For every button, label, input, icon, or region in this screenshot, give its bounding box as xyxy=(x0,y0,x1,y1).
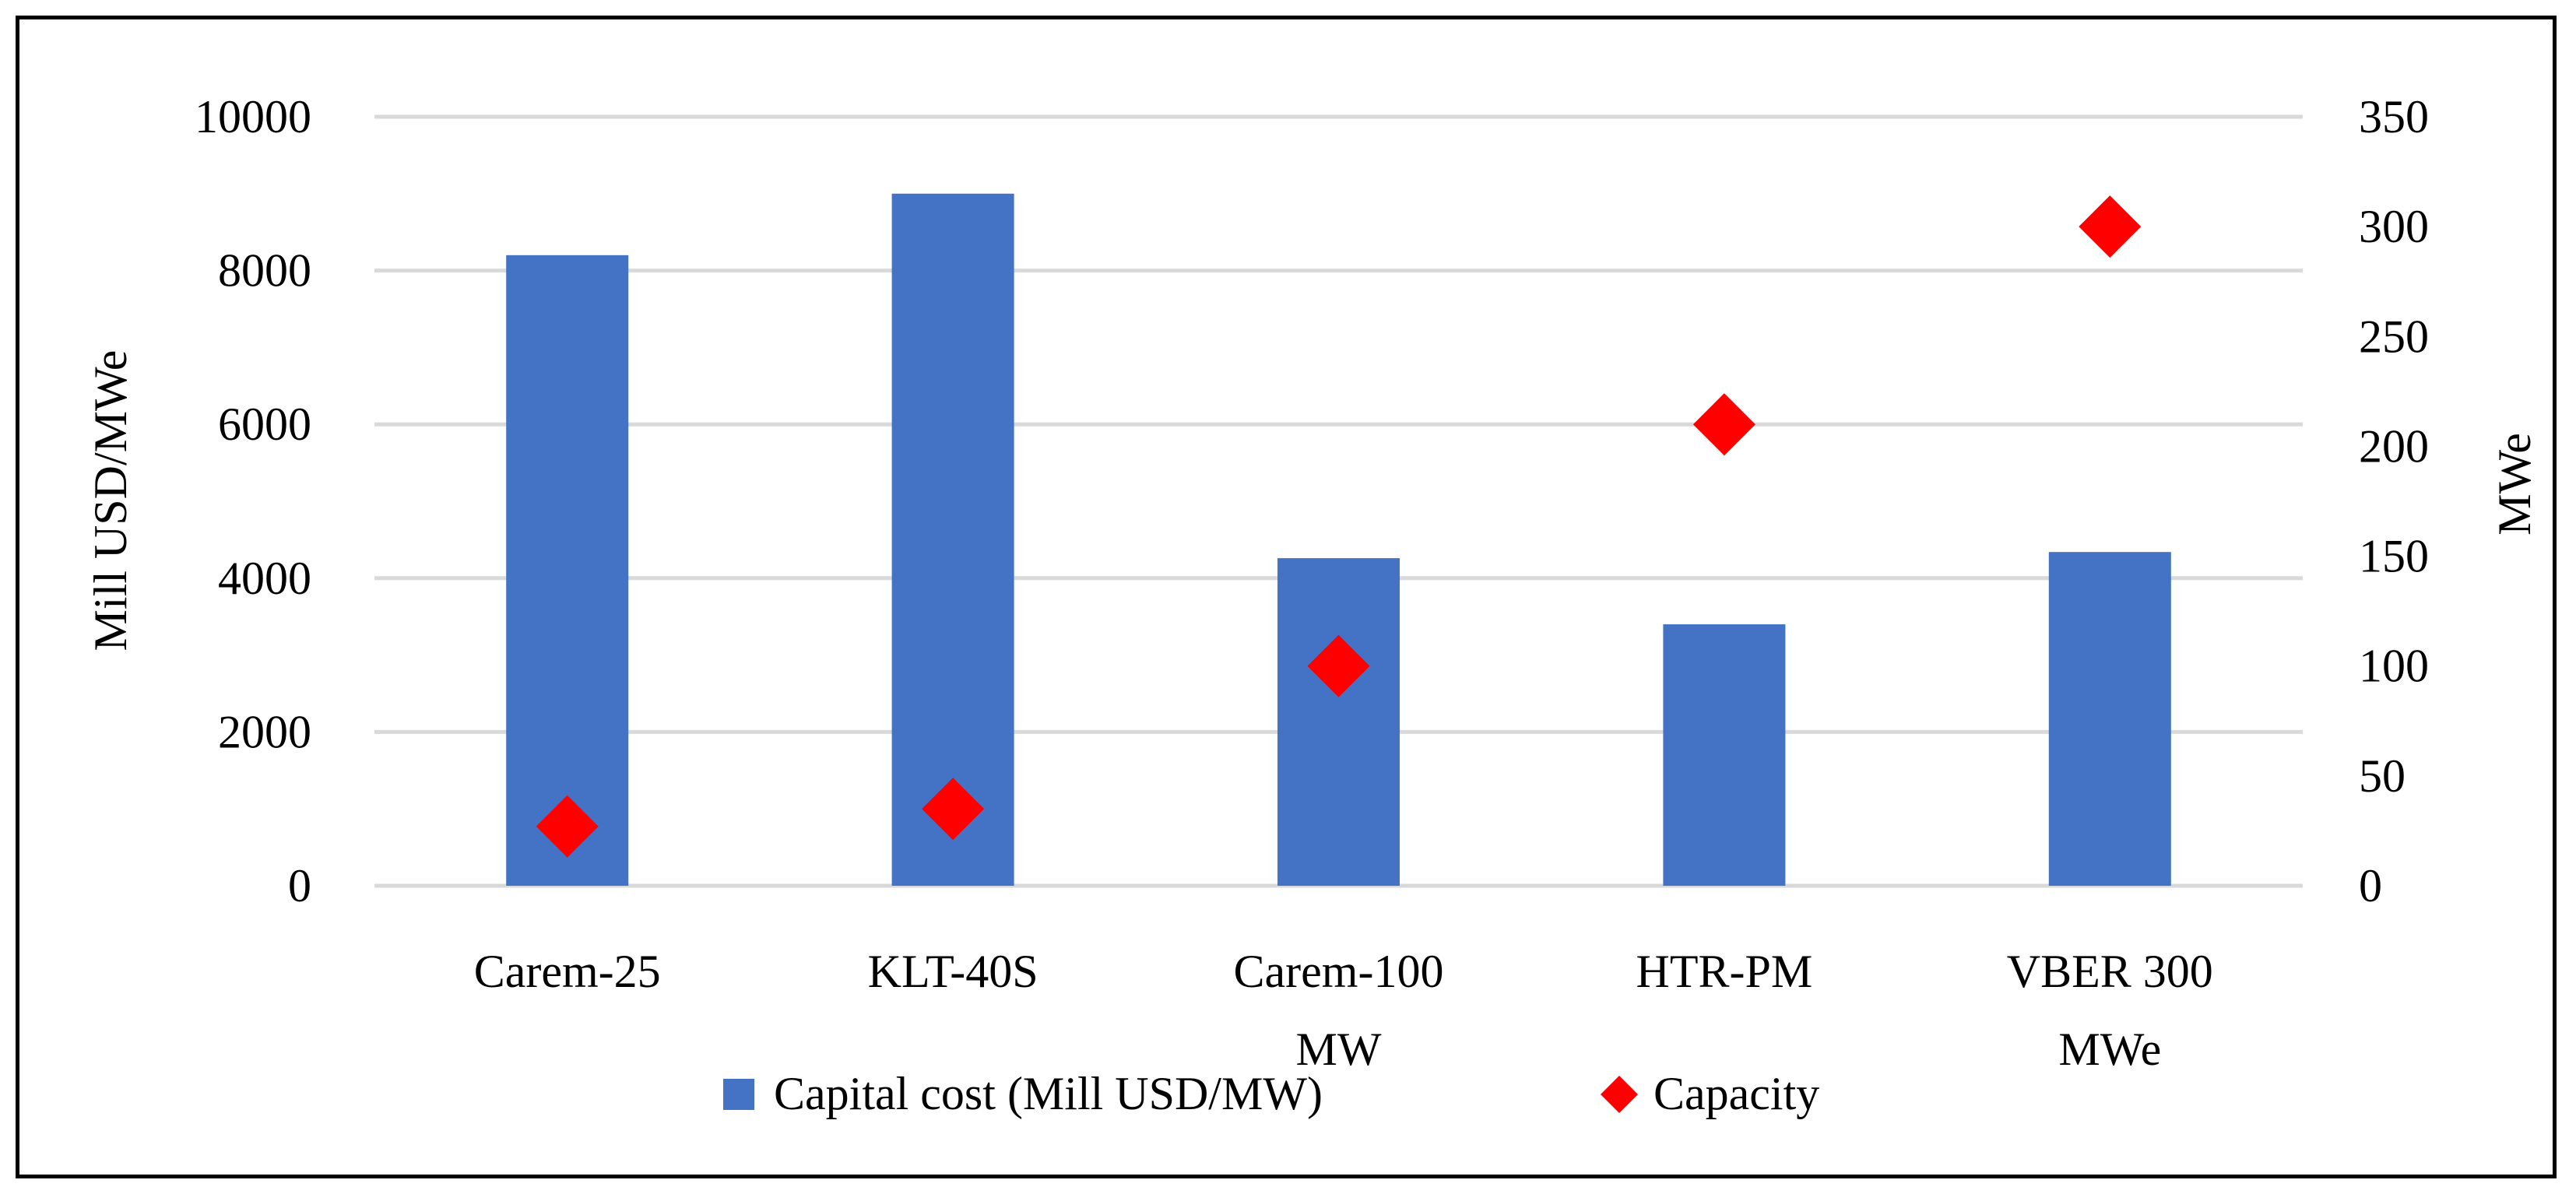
right-tick-label: 350 xyxy=(2359,91,2429,142)
capacity-marker-carem-100-mw xyxy=(1307,634,1370,697)
left-tick-label: 4000 xyxy=(218,553,311,604)
left-tick-label: 6000 xyxy=(218,399,311,450)
gridlines xyxy=(374,114,2303,888)
legend-label-capital-cost: Capital cost (Mill USD/MW) xyxy=(774,1068,1323,1119)
bar-carem-100-mw xyxy=(1277,558,1400,886)
capacity-marker-htr-pm xyxy=(1692,393,1755,456)
bar-klt-40s xyxy=(891,193,1014,887)
bar-htr-pm xyxy=(1663,624,1786,886)
category-label: HTR-PM xyxy=(1636,946,1813,997)
left-axis-label: Mill USD/MWe xyxy=(85,350,136,651)
left-tick-label: 10000 xyxy=(195,91,311,142)
right-tick-label: 150 xyxy=(2359,531,2429,582)
right-tick-label: 0 xyxy=(2359,860,2382,911)
category-label: VBER 300 MWe xyxy=(2007,946,2213,1075)
right-tick-label: 200 xyxy=(2359,420,2429,472)
legend: Capital cost (Mill USD/MW) Capacity xyxy=(723,1068,1819,1119)
right-axis-ticks: 0 50 100 150 200 250 300 350 xyxy=(2359,91,2429,911)
left-axis-ticks: 0 2000 4000 6000 8000 10000 xyxy=(195,91,311,911)
bar-carem-25 xyxy=(506,255,629,887)
capacity-marker-klt-40s xyxy=(922,778,985,841)
right-axis-label: MWe xyxy=(2489,433,2540,536)
category-labels: Carem-25 KLT-40S Carem-100 MW HTR-PM VBER 300… xyxy=(474,946,2213,1075)
bar-vber-300-mwe xyxy=(2048,552,2171,886)
legend-swatch-capital-cost xyxy=(723,1079,754,1110)
category-label: Carem-100 MW xyxy=(1234,946,1444,1075)
category-label: KLT-40S xyxy=(868,946,1038,997)
bar-series xyxy=(506,193,2171,887)
category-label: Carem-25 xyxy=(474,946,661,997)
right-tick-label: 250 xyxy=(2359,311,2429,362)
marker-series xyxy=(536,195,2142,858)
right-tick-label: 100 xyxy=(2359,641,2429,692)
right-tick-label: 50 xyxy=(2359,750,2406,802)
legend-marker-capacity xyxy=(1601,1076,1638,1113)
capacity-marker-carem-25 xyxy=(536,795,599,858)
left-tick-label: 2000 xyxy=(218,706,311,757)
right-tick-label: 300 xyxy=(2359,201,2429,252)
left-tick-label: 0 xyxy=(288,860,311,911)
capacity-marker-vber-300-mwe xyxy=(2079,195,2142,258)
left-tick-label: 8000 xyxy=(218,245,311,297)
legend-label-capacity: Capacity xyxy=(1653,1068,1819,1119)
